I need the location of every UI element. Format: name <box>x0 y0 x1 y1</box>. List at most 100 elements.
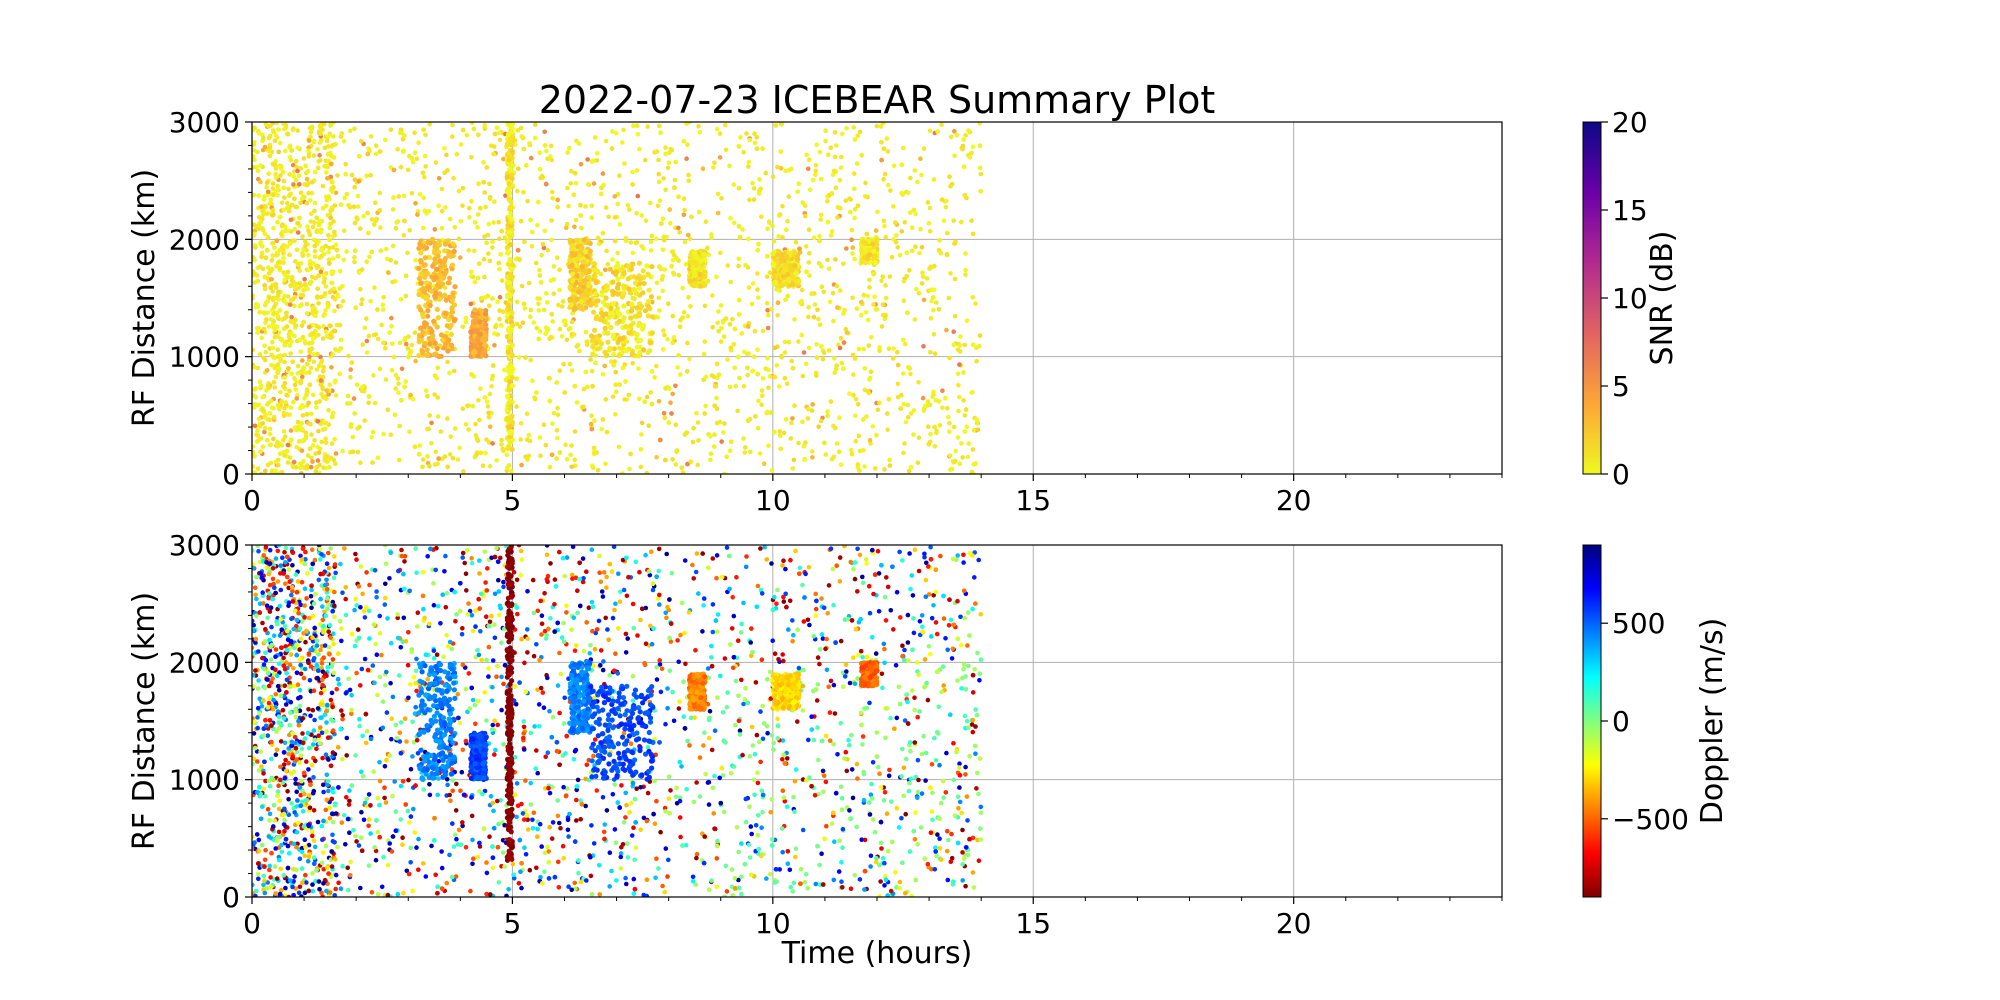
scatter-point <box>450 455 456 461</box>
scatter-point <box>308 365 314 371</box>
scatter-point <box>514 299 520 305</box>
scatter-point <box>813 163 819 168</box>
scatter-point <box>977 122 983 126</box>
scatter-point <box>549 452 555 458</box>
scatter-point <box>769 468 775 473</box>
scatter-point <box>325 304 331 310</box>
scatter-point <box>641 246 646 251</box>
scatter-point <box>271 129 277 135</box>
scatter-point <box>745 418 751 424</box>
scatter-point <box>309 190 315 196</box>
echo-point <box>509 428 515 434</box>
scatter-point <box>947 453 953 459</box>
echo-point <box>477 319 483 325</box>
scatter-point <box>485 404 491 409</box>
scatter-point <box>750 369 755 374</box>
scatter-point <box>783 168 788 174</box>
scatter-point <box>311 237 317 243</box>
scatter-point <box>567 361 573 367</box>
scatter-point <box>481 160 486 165</box>
scatter-point <box>485 232 491 238</box>
scatter-point <box>352 255 357 260</box>
scatter-point <box>755 347 760 353</box>
scatter-point <box>760 146 765 151</box>
echo-point <box>472 319 478 325</box>
scatter-point <box>899 392 904 398</box>
scatter-point <box>288 428 294 433</box>
scatter-point <box>715 210 721 216</box>
scatter-point <box>760 393 765 399</box>
scatter-point <box>295 128 301 133</box>
scatter-point <box>636 396 642 402</box>
scatter-point <box>484 437 489 442</box>
scatter-point <box>799 332 805 338</box>
scatter-point <box>321 364 326 370</box>
scatter-point <box>868 335 874 340</box>
echo-point <box>693 262 699 268</box>
scatter-point <box>329 441 335 446</box>
scatter-point <box>677 324 683 330</box>
scatter-point <box>260 266 266 272</box>
scatter-point <box>970 231 976 237</box>
scatter-point <box>262 425 268 431</box>
echo-point <box>416 339 422 345</box>
scatter-point <box>329 269 335 275</box>
scatter-point <box>541 245 547 251</box>
scatter-point <box>832 154 838 160</box>
echo-point <box>504 279 511 285</box>
scatter-point <box>633 240 639 246</box>
scatter-point <box>350 449 356 455</box>
scatter-point <box>927 266 932 271</box>
scatter-point <box>287 252 292 257</box>
scatter-point <box>481 256 487 262</box>
scatter-point <box>292 382 298 388</box>
echo-point <box>436 242 442 248</box>
scatter-point <box>263 350 269 355</box>
scatter-point <box>822 440 827 446</box>
scatter-point <box>326 194 332 200</box>
echo-point <box>581 259 587 265</box>
scatter-point <box>925 424 931 430</box>
scatter-point <box>829 191 835 196</box>
scatter-point <box>858 312 864 318</box>
scatter-point <box>484 165 490 170</box>
scatter-point <box>765 325 771 331</box>
scatter-point <box>722 421 727 426</box>
scatter-point <box>327 261 332 266</box>
scatter-point <box>670 258 676 263</box>
scatter-point <box>530 229 535 235</box>
scatter-point <box>489 384 494 389</box>
scatter-point <box>781 430 787 436</box>
scatter-point <box>783 417 789 422</box>
scatter-point <box>490 296 495 301</box>
scatter-point <box>790 365 796 371</box>
echo-point <box>623 339 630 345</box>
echo-point <box>509 148 515 154</box>
scatter-point <box>486 251 491 256</box>
scatter-point <box>827 299 833 305</box>
scatter-point <box>652 150 657 155</box>
echo-point <box>420 349 426 355</box>
scatter-point <box>755 271 760 276</box>
scatter-point <box>282 316 287 321</box>
scatter-point <box>373 218 379 224</box>
echo-point <box>482 337 488 343</box>
scatter-point <box>317 140 323 145</box>
scatter-point <box>326 233 331 238</box>
scatter-point <box>648 390 653 395</box>
scatter-point <box>324 465 329 471</box>
scatter-point <box>514 404 519 409</box>
scatter-point <box>964 195 969 201</box>
scatter-point <box>422 174 427 180</box>
scatter-point <box>464 132 470 138</box>
echo-point <box>698 258 704 264</box>
scatter-point <box>333 461 338 467</box>
echo-point <box>425 308 431 314</box>
scatter-point <box>320 427 326 432</box>
scatter-point <box>300 234 305 239</box>
echo-point <box>507 423 513 429</box>
scatter-point <box>314 215 320 221</box>
scatter-point <box>345 393 351 399</box>
scatter-point <box>524 163 529 168</box>
echo-point <box>621 303 627 309</box>
